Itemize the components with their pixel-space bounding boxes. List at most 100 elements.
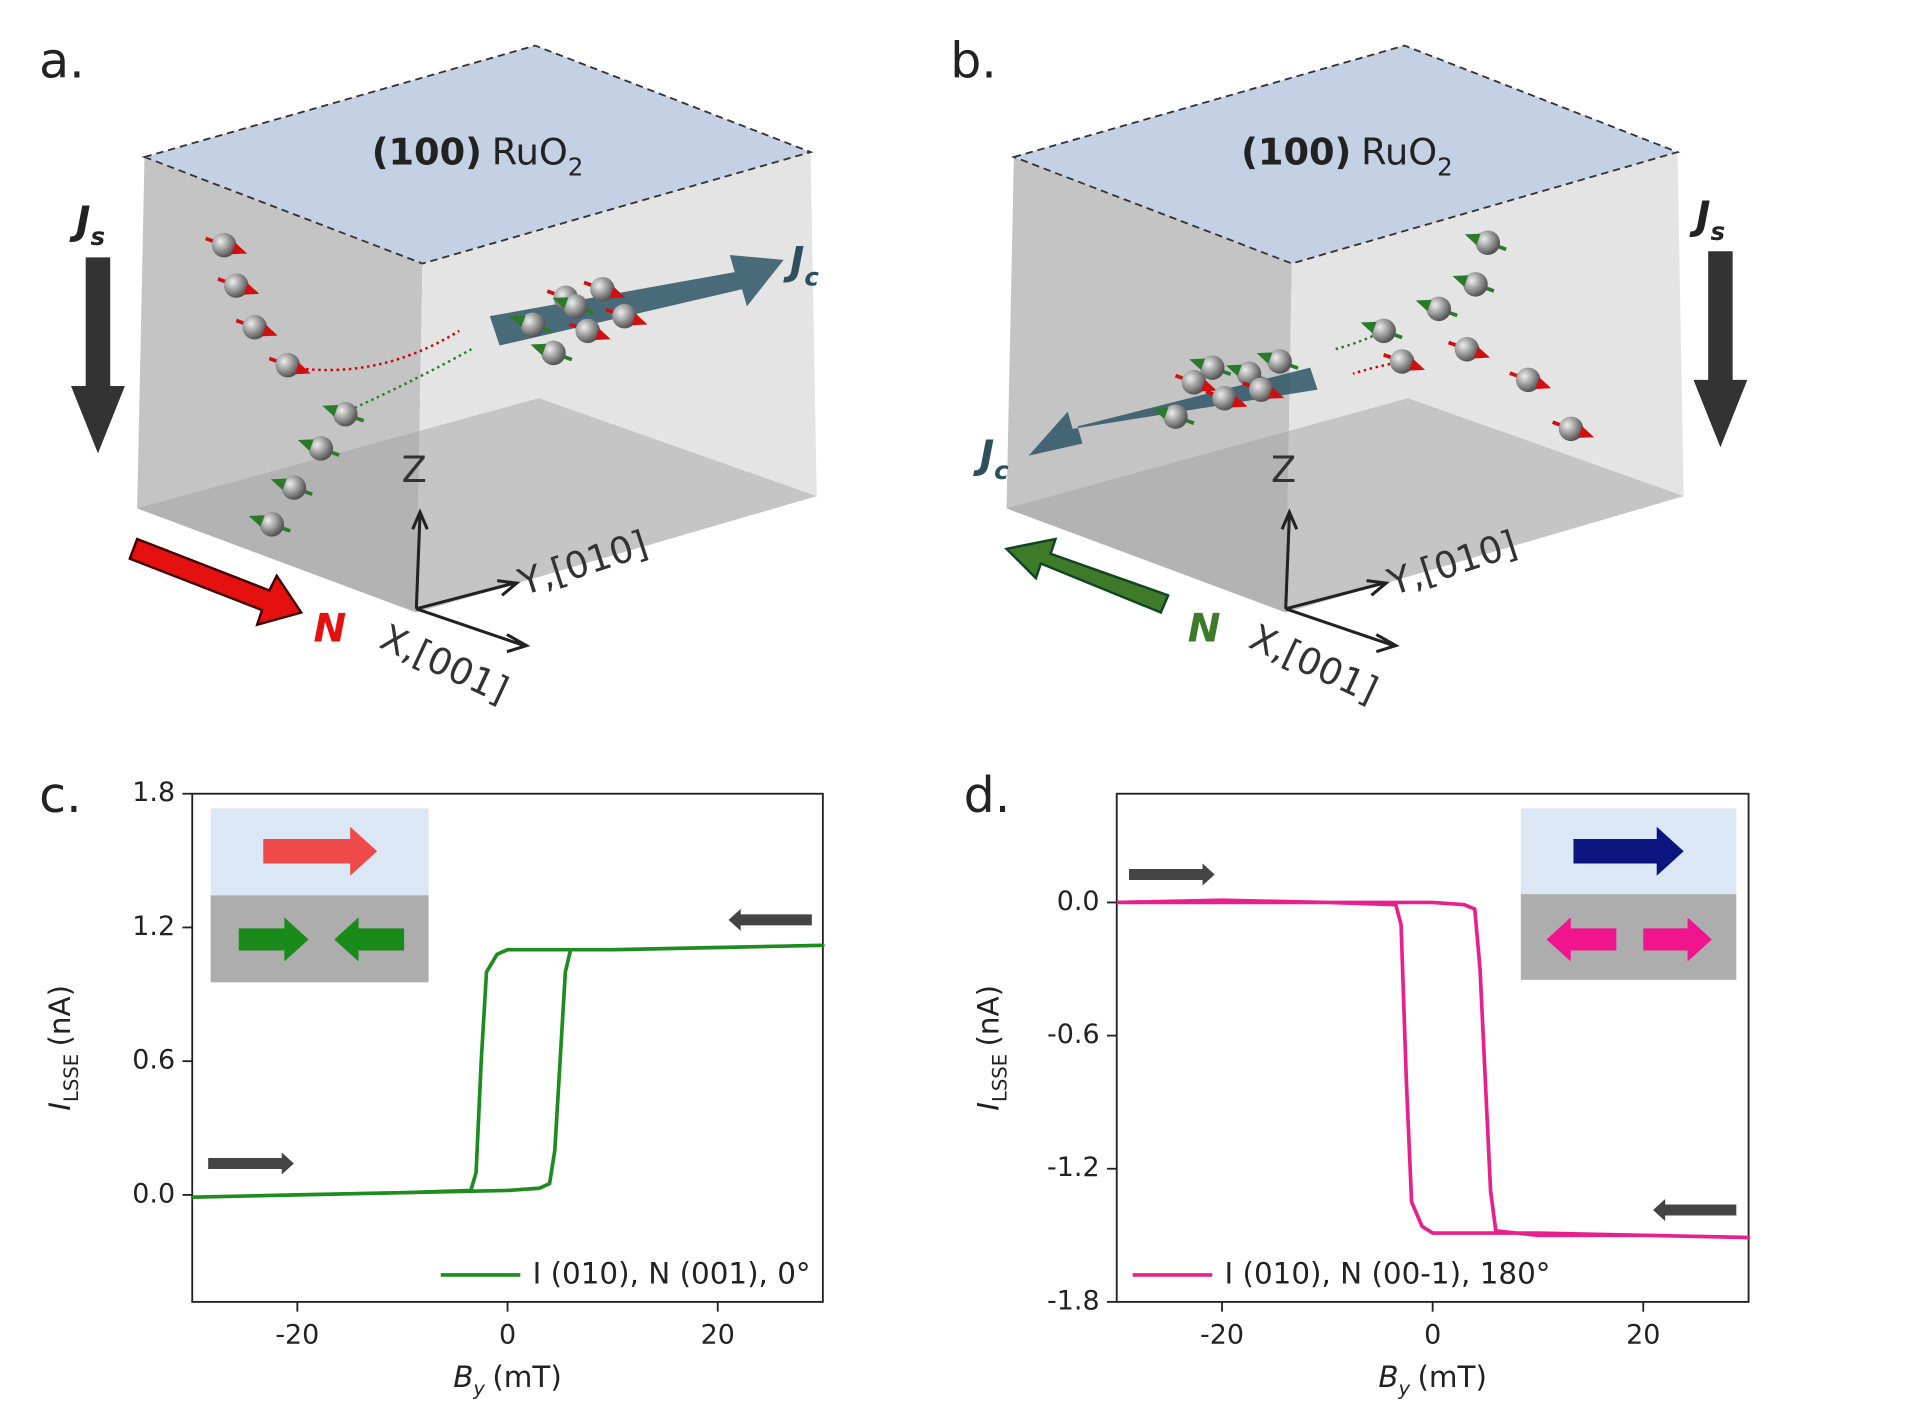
x-label-unit: (mT) <box>1417 1359 1486 1393</box>
atom <box>575 318 600 344</box>
spin-head <box>1200 379 1217 392</box>
x-tick-label: 0 <box>1424 1320 1441 1351</box>
y-tick-label: 0.0 <box>1057 886 1100 917</box>
n-arrow <box>128 537 304 627</box>
box-floor <box>137 398 817 613</box>
spin-head <box>631 313 648 326</box>
box-face <box>1285 152 1684 613</box>
y-tick-label: -1.2 <box>1047 1152 1100 1183</box>
legend-label: I (010), N (001), 0° <box>533 1256 811 1290</box>
spin-head <box>248 515 265 527</box>
atom <box>211 232 237 258</box>
film-top <box>141 44 814 265</box>
trajectory <box>293 329 460 372</box>
atom <box>590 276 615 302</box>
x-label-symbol: B <box>453 1359 473 1393</box>
y-tick-label: 1.8 <box>132 777 175 808</box>
atoms <box>205 230 1595 537</box>
js-subscript: s <box>90 222 105 251</box>
spin-head <box>1415 299 1432 312</box>
x-tick-label: -20 <box>275 1320 319 1351</box>
atom <box>1463 272 1488 297</box>
spin-head <box>1409 359 1426 371</box>
spin-head <box>1268 387 1285 399</box>
panel-label: c. <box>39 767 81 824</box>
data-line <box>192 943 825 1200</box>
schematic-arrow <box>208 1152 294 1175</box>
spin-head <box>1464 233 1481 246</box>
coord-axes <box>1280 508 1400 654</box>
atom <box>333 401 358 427</box>
atom <box>1212 385 1237 411</box>
schematic-arrow <box>263 826 378 876</box>
film-formula: RuO <box>1361 130 1437 173</box>
film-index: (100) <box>372 130 482 173</box>
js-arrow <box>1693 251 1748 448</box>
spin-head <box>1225 364 1242 377</box>
y-axis-label: ILSSE (nA) <box>43 985 84 1111</box>
trajectory <box>348 348 473 412</box>
x-axis-label: By (mT) <box>453 1359 562 1400</box>
atom <box>1371 318 1396 344</box>
panel-label: a. <box>39 32 85 89</box>
x-label-subscript: y <box>472 1377 485 1400</box>
film-subscript: 2 <box>568 152 584 181</box>
spin-head <box>1231 395 1248 408</box>
spin-head <box>1189 358 1206 371</box>
y-label-subscript: LSSE <box>60 1054 83 1102</box>
panel-a: a. (100) RuO2 Js Jc N Z Y,[010] X,[001] <box>39 32 819 712</box>
atom <box>1389 349 1415 374</box>
atom <box>1426 296 1452 322</box>
spin-head <box>261 324 278 337</box>
atom <box>1267 349 1292 374</box>
js-label: Js <box>1689 194 1725 246</box>
x-tick-label: -20 <box>1200 1320 1244 1351</box>
y-tick-label: 0.0 <box>132 1178 175 1209</box>
y-axis-label: ILSSE (nA) <box>971 985 1012 1111</box>
film-label: (100) RuO2 <box>1241 130 1453 181</box>
atom <box>1181 370 1207 395</box>
atom <box>224 273 249 298</box>
legend-label: I (010), N (00-1), 180° <box>1224 1256 1550 1290</box>
y-label-symbol: I <box>971 1102 1005 1111</box>
film-label: (100) RuO2 <box>372 130 584 181</box>
spin-head <box>552 297 569 309</box>
x-tick-label: 20 <box>701 1320 735 1351</box>
spin-head <box>231 242 248 255</box>
y-tick-label: 0.6 <box>132 1045 175 1076</box>
spin-head <box>294 362 311 375</box>
x-axis-label: By (mT) <box>1378 1359 1487 1400</box>
y-tick-label: -1.8 <box>1047 1285 1100 1316</box>
coord-axes <box>411 508 531 654</box>
box-face <box>137 156 423 613</box>
spin-head <box>1578 426 1595 438</box>
js-subscript: s <box>1710 217 1725 246</box>
y-label-unit: (nA) <box>43 985 77 1047</box>
js-symbol: J <box>69 199 91 244</box>
js-symbol: J <box>1689 194 1711 239</box>
atom <box>1248 377 1274 402</box>
js-label: Js <box>69 199 105 251</box>
z-label: Z <box>1271 448 1296 491</box>
spin-head <box>1452 275 1469 287</box>
y-tick-label: -0.6 <box>1047 1019 1100 1050</box>
n-label: N <box>1188 606 1221 651</box>
spin-head <box>509 315 526 328</box>
y-label-unit: (nA) <box>971 985 1005 1047</box>
x-label-subscript: y <box>1398 1377 1411 1400</box>
x-label-symbol: B <box>1378 1359 1398 1393</box>
schematic-arrow <box>1128 863 1215 886</box>
atom <box>242 314 267 340</box>
film-index: (100) <box>1241 130 1351 173</box>
atom <box>612 303 637 329</box>
atom <box>275 352 300 378</box>
atom <box>259 512 285 537</box>
atom <box>520 312 545 337</box>
spin-head <box>1474 346 1490 359</box>
x-tick-label: 0 <box>499 1320 516 1351</box>
jc-symbol: J <box>973 432 995 477</box>
schematic-arrow <box>1653 1199 1737 1222</box>
